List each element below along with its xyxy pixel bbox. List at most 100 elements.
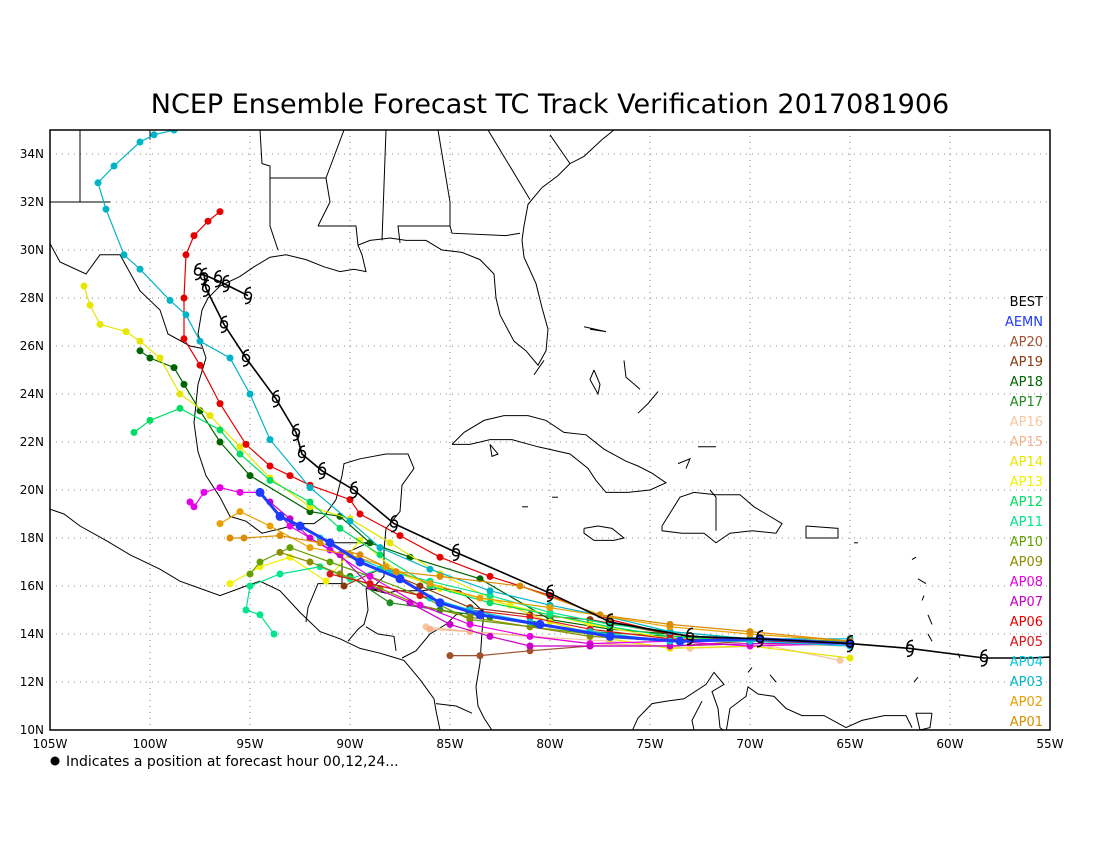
- border-segment: [490, 740, 498, 778]
- forecast-position-dot: [516, 582, 524, 590]
- forecast-position-dot: [416, 592, 424, 600]
- forecast-position-dot: [236, 508, 244, 516]
- forecast-position-dot: [675, 636, 685, 646]
- forecast-position-dot: [122, 328, 130, 336]
- track-line: [133, 407, 851, 645]
- chart-title: NCEP Ensemble Forecast TC Track Verifica…: [151, 89, 949, 120]
- forecast-position-dot: [86, 301, 94, 309]
- lon-tick-label: 55W: [1036, 737, 1063, 751]
- forecast-position-dot: [186, 498, 194, 506]
- forecast-position-dot: [466, 613, 474, 621]
- forecast-position-dot: [266, 476, 274, 484]
- forecast-position-dot: [436, 553, 444, 561]
- forecast-position-dot: [176, 404, 184, 412]
- legend-entry-ap07: AP07: [1010, 595, 1043, 610]
- forecast-position-dot: [182, 311, 190, 319]
- coastline-segment: [913, 676, 919, 683]
- forecast-position-dot: [286, 544, 294, 552]
- forecast-position-dot: [180, 335, 188, 343]
- forecast-position-dot: [306, 484, 314, 492]
- forecast-position-dot: [286, 522, 294, 530]
- forecast-position-dot: [666, 620, 674, 628]
- forecast-position-dot: [96, 320, 104, 328]
- forecast-position-dot: [476, 594, 484, 602]
- forecast-position-dot: [446, 620, 454, 628]
- track-line-best: [199, 273, 1050, 659]
- coastline-segment: [201, 130, 615, 367]
- legend-entry-ap06: AP06: [1010, 615, 1043, 630]
- plot-frame: [49, 129, 1051, 731]
- lat-lon-grid: [50, 130, 1050, 730]
- coastline-segment: [747, 667, 753, 673]
- legend-entry-ap11: AP11: [1010, 515, 1043, 530]
- forecast-position-dot: [156, 354, 164, 362]
- forecast-position-dot: [306, 508, 314, 516]
- legend-entry-aemn: AEMN: [1005, 315, 1043, 330]
- border-segment: [549, 134, 571, 164]
- coastline-segment: [927, 633, 933, 642]
- hurricane-symbol-icon: [349, 481, 359, 499]
- track-ap06: [180, 208, 854, 648]
- forecast-position-dot: [306, 544, 314, 552]
- border-segment: [259, 130, 279, 251]
- forecast-position-dot: [526, 642, 534, 650]
- lon-tick-label: 80W: [536, 737, 563, 751]
- lat-tick-label: 30N: [20, 243, 44, 257]
- legend-entry-ap13: AP13: [1010, 475, 1043, 490]
- forecast-position-dot: [270, 630, 278, 638]
- forecast-position-dot: [426, 625, 434, 633]
- forecast-position-dot: [376, 544, 384, 552]
- forecast-position-dot: [526, 632, 534, 640]
- forecast-position-dot: [170, 364, 178, 372]
- forecast-position-dot: [326, 558, 334, 566]
- forecast-position-dot: [266, 462, 274, 470]
- forecast-position-dot: [546, 604, 554, 612]
- forecast-position-dot: [102, 205, 110, 213]
- forecast-position-dot: [406, 599, 414, 607]
- forecast-position-dot: [486, 587, 494, 595]
- hurricane-symbol-icon: [213, 270, 223, 288]
- border-segment: [50, 242, 203, 349]
- lon-tick-label: 65W: [836, 737, 863, 751]
- coastline-segment: [451, 415, 668, 493]
- forecast-position-dot: [846, 654, 854, 662]
- forecast-position-dot: [94, 179, 102, 187]
- legend-entry-ap02: AP02: [1010, 695, 1043, 710]
- lat-tick-label: 16N: [20, 579, 44, 593]
- legend-entry-ap17: AP17: [1010, 395, 1043, 410]
- best-track: [193, 262, 1050, 667]
- legend: BEST AEMN AP20 AP19 AP18 AP17 AP16 AP15 AP14 AP13…: [1005, 295, 1043, 730]
- forecast-position-dot: [255, 487, 265, 497]
- legend-entry-ap15: AP15: [1010, 435, 1043, 450]
- forecast-position-dot: [176, 390, 184, 398]
- coastline-segment: [805, 525, 839, 539]
- border-segment: [347, 588, 369, 642]
- lat-tick-label: 14N: [20, 627, 44, 641]
- track-line: [189, 486, 851, 647]
- forecast-position-dot: [275, 511, 285, 521]
- forecast-position-dot: [216, 426, 224, 434]
- forecast-position-dot: [136, 265, 144, 273]
- legend-entry-ap09: AP09: [1010, 555, 1043, 570]
- forecast-position-dot: [246, 472, 254, 480]
- forecast-position-dot: [246, 390, 254, 398]
- forecast-position-dot: [376, 551, 384, 559]
- forecast-position-dot: [226, 354, 234, 362]
- forecast-position-dot: [336, 524, 344, 532]
- forecast-position-dot: [346, 517, 354, 525]
- lat-tick-label: 22N: [20, 435, 44, 449]
- coastline-segment: [583, 326, 607, 333]
- hurricane-symbol-icon: [605, 613, 615, 631]
- hurricane-symbol-icon: [845, 634, 855, 653]
- track-ap14: [80, 282, 854, 662]
- forecast-position-dot: [486, 592, 494, 600]
- coastline-segment: [631, 671, 913, 730]
- hurricane-symbol-icon: [317, 462, 327, 480]
- forecast-position-dot: [526, 613, 534, 621]
- forecast-position-dot: [246, 570, 254, 578]
- forecast-position-dot: [535, 619, 545, 629]
- coastline-segment: [533, 360, 545, 376]
- lat-tick-label: 20N: [20, 483, 44, 497]
- lon-tick-label: 60W: [936, 737, 963, 751]
- border-segment: [318, 225, 359, 246]
